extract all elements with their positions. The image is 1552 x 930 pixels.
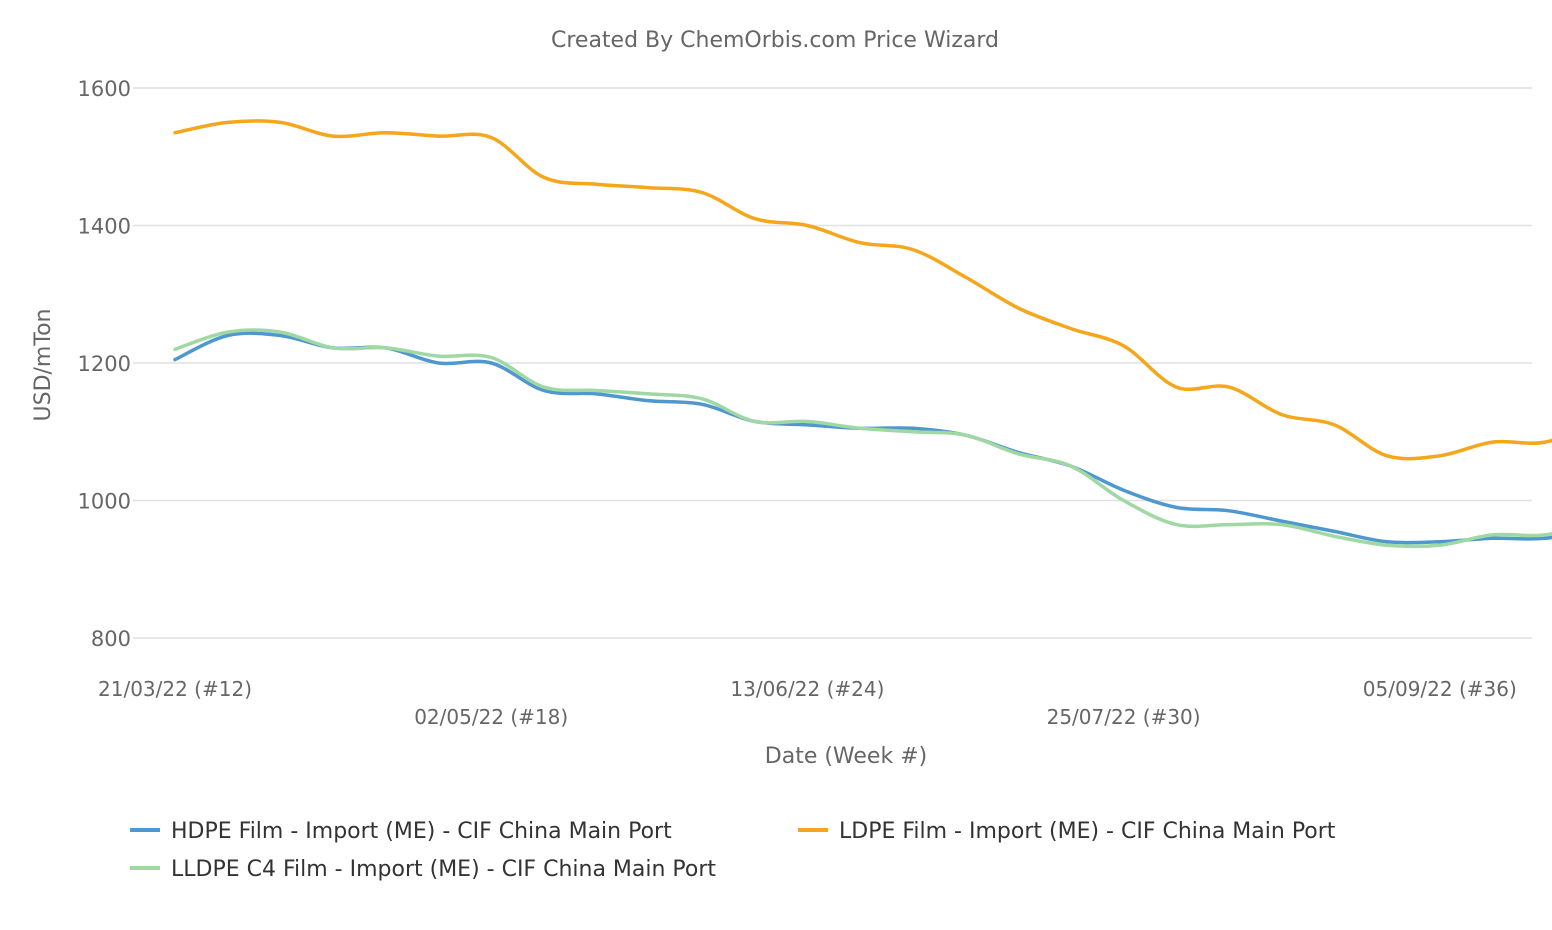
y-tick-label-800: 800 <box>91 627 131 651</box>
series-line-3-segment-1 <box>173 328 1552 549</box>
x-tick-label: 02/05/22 (#18) <box>414 705 568 729</box>
y-axis-tick-labels: 800 1000 1200 1400 1600 <box>78 77 131 651</box>
series-line-1-segment-1 <box>173 331 1552 545</box>
legend-item-1[interactable]: HDPE Film - Import (ME) - CIF China Main… <box>130 819 672 844</box>
x-tick-label: 05/09/22 (#36) <box>1363 677 1517 701</box>
legend-label: LLDPE C4 Film - Import (ME) - CIF China … <box>171 857 716 882</box>
legend-label: HDPE Film - Import (ME) - CIF China Main… <box>171 819 672 844</box>
chart-title: Created By ChemOrbis.com Price Wizard <box>551 28 999 53</box>
y-tick-label-1400: 1400 <box>78 215 131 239</box>
y-tick-label-1200: 1200 <box>78 352 131 376</box>
series-lines <box>173 119 1552 549</box>
gridlines <box>133 87 1532 639</box>
x-tick-label: 25/07/22 (#30) <box>1047 705 1201 729</box>
legend-item-2[interactable]: LDPE Film - Import (ME) - CIF China Main… <box>798 819 1336 844</box>
x-tick-label: 13/06/22 (#24) <box>730 677 884 701</box>
legend-item-3[interactable]: LLDPE C4 Film - Import (ME) - CIF China … <box>130 857 716 882</box>
y-tick-label-1000: 1000 <box>78 490 131 514</box>
legend-label: LDPE Film - Import (ME) - CIF China Main… <box>839 819 1336 844</box>
y-axis-label: USD/mTon <box>31 309 56 422</box>
x-axis-tick-labels: 21/03/22 (#12) 02/05/22 (#18) 13/06/22 (#2… <box>98 677 1517 729</box>
series-line-2-segment-1 <box>173 119 1552 461</box>
y-tick-label-1600: 1600 <box>78 77 131 101</box>
legend: HDPE Film - Import (ME) - CIF China Main… <box>130 819 1336 882</box>
x-tick-label: 21/03/22 (#12) <box>98 677 252 701</box>
x-axis-label: Date (Week #) <box>765 744 927 769</box>
